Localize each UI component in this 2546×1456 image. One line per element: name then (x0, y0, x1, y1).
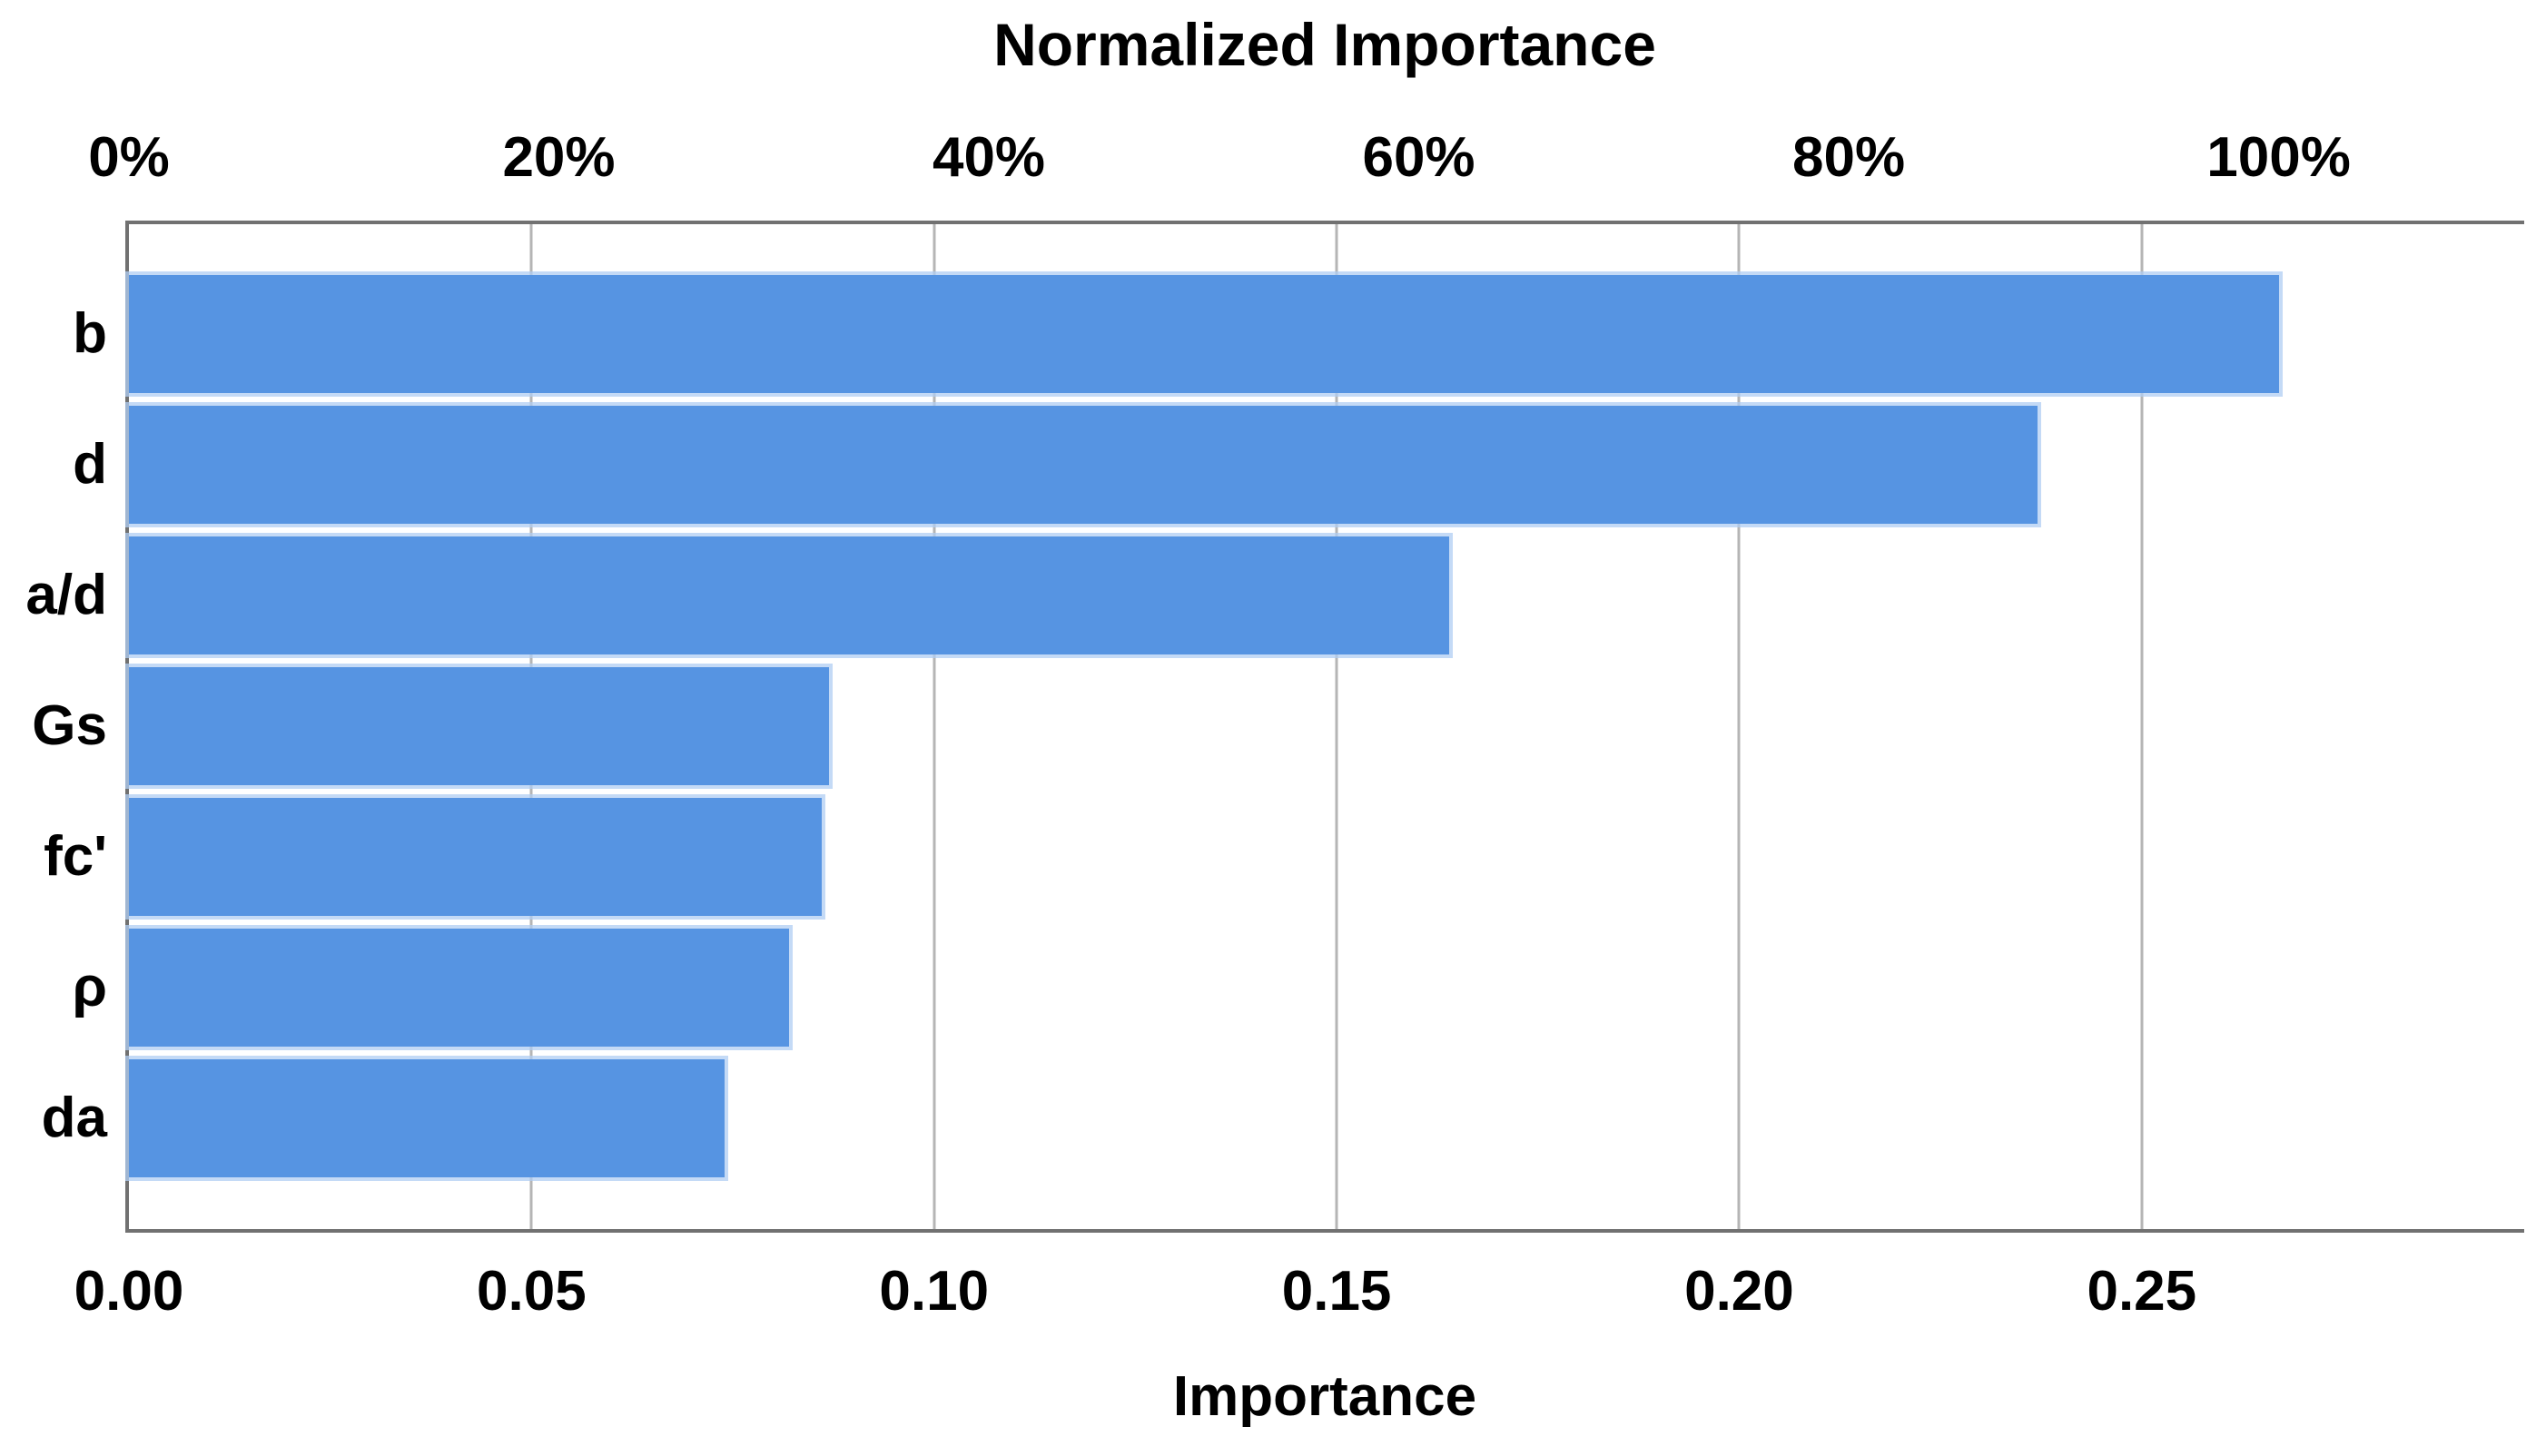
bar-d (129, 406, 2038, 524)
bottom-tick-label-0.05: 0.05 (477, 1260, 587, 1323)
bottom-tick-label-0.25: 0.25 (2087, 1260, 2197, 1323)
category-label-b: b (73, 302, 107, 365)
category-label-Gs: Gs (32, 694, 107, 757)
category-label-fc': fc' (44, 825, 107, 888)
gridline-0.20 (1737, 224, 1741, 1229)
category-label-da: da (41, 1087, 107, 1149)
gridline-0.10 (933, 224, 936, 1229)
plot-area (125, 221, 2524, 1233)
x-axis-title: Importance (1172, 1365, 1477, 1428)
bar-da (129, 1059, 725, 1177)
chart-title: Normalized Importance (993, 11, 1656, 78)
top-tick-label-80%: 80% (1791, 126, 1906, 189)
gridline-0.15 (1335, 224, 1338, 1229)
bottom-tick-label-0.10: 0.10 (879, 1260, 990, 1323)
category-label-ρ: ρ (72, 956, 107, 1018)
bottom-tick-label-0.20: 0.20 (1684, 1260, 1794, 1323)
y-axis: b d a/d Gs fc' ρ da (0, 0, 107, 1456)
category-label-a/d: a/d (25, 564, 107, 626)
bar-a/d (129, 536, 1450, 654)
bottom-tick-label-0.15: 0.15 (1281, 1260, 1392, 1323)
top-tick-label-20%: 20% (502, 126, 616, 189)
gridline-0.25 (2140, 224, 2144, 1229)
bar-Gs (129, 667, 830, 785)
bar-b (129, 275, 2279, 393)
bar-ρ (129, 929, 790, 1047)
bar-fc' (129, 798, 822, 916)
top-tick-label-100%: 100% (2206, 126, 2351, 189)
top-tick-label-60%: 60% (1362, 126, 1475, 189)
top-tick-label-40%: 40% (932, 126, 1046, 189)
category-label-d: d (73, 433, 107, 496)
